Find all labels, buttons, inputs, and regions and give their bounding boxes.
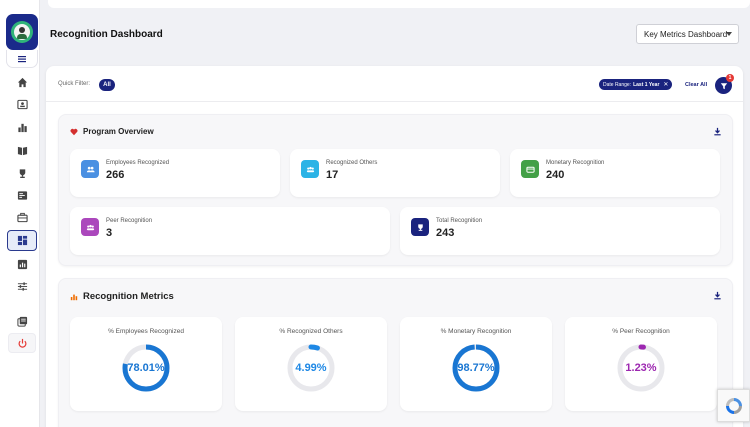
sidebar-item-reports[interactable] (8, 254, 36, 274)
top-bar (40, 0, 750, 64)
stat-label: Recognized Others (326, 160, 378, 166)
list-card-icon (17, 190, 27, 200)
date-range-value: Last 1 Year (633, 81, 660, 88)
close-icon[interactable]: ✕ (663, 82, 669, 88)
sidebar-item-programs[interactable] (8, 140, 36, 160)
download-icon[interactable] (713, 291, 722, 300)
clear-all-link[interactable]: Clear All (685, 82, 708, 88)
stat-label: Total Recognition (436, 218, 483, 224)
gauge-ring (452, 344, 500, 392)
filter-count-badge: 1 (726, 74, 734, 82)
book-icon (17, 146, 27, 155)
stat-card-monetary-recognition: Monetary Recognition 240 (510, 149, 720, 197)
trophy-icon (19, 168, 25, 178)
date-range-label: Date Range: (603, 81, 632, 88)
gauge-value: 98.77% (457, 362, 495, 374)
app-logo[interactable] (6, 14, 38, 50)
section-title: Recognition Metrics (83, 291, 174, 302)
sidebar-item-rewards[interactable] (8, 207, 36, 227)
stat-label: Peer Recognition (106, 218, 153, 224)
id-card-icon (16, 99, 28, 109)
power-icon (18, 338, 26, 348)
sidebar-item-catalog[interactable] (8, 185, 36, 205)
heart-icon (70, 128, 78, 135)
dashboard-icon (17, 235, 27, 246)
peers-icon (81, 218, 99, 236)
gauge-ring (122, 344, 170, 392)
sidebar (0, 0, 40, 427)
gauge-arc (287, 344, 335, 392)
stat-value: 17 (326, 169, 339, 181)
stat-value: 240 (546, 169, 565, 181)
gauge-card: % Recognized Others 4.99% (235, 317, 387, 411)
stat-value: 3 (106, 227, 113, 239)
dashboard-select-value: Key Metrics Dashboard (644, 29, 728, 39)
home-icon (17, 77, 27, 87)
sidebar-item-awards[interactable] (8, 163, 36, 183)
library-icon (16, 316, 27, 327)
gauge-value: 4.99% (295, 362, 327, 374)
chevron-down-icon (726, 32, 732, 36)
wallet-icon (521, 160, 539, 178)
sidebar-item-dashboard[interactable] (7, 230, 37, 251)
stat-value: 266 (106, 169, 125, 181)
gauge-arc (122, 344, 170, 392)
sidebar-item-profile[interactable] (8, 94, 36, 114)
logout-button[interactable] (8, 333, 36, 353)
dashboard-select[interactable]: Key Metrics Dashboard (636, 24, 739, 44)
bar-chart-icon (70, 294, 78, 300)
gauge-arc (452, 344, 500, 392)
sidebar-item-settings[interactable] (8, 276, 36, 296)
gauge-value: 78.01% (127, 362, 165, 374)
users-icon (81, 160, 99, 178)
section-title: Program Overview (83, 127, 154, 136)
stat-card-recognized-others: Recognized Others 17 (290, 149, 500, 197)
gauge-ring (287, 344, 335, 392)
stat-card-employees-recognized: Employees Recognized 266 (70, 149, 280, 197)
trophy-icon (411, 218, 429, 236)
gauge-card: % Employees Recognized 78.01% (70, 317, 222, 411)
quick-filter-all[interactable]: All (99, 79, 115, 91)
gauge-label: % Peer Recognition (612, 328, 670, 335)
stat-label: Employees Recognized (106, 160, 170, 166)
bar-chart-icon (17, 123, 27, 132)
sidebar-item-analytics[interactable] (8, 117, 36, 137)
stat-value: 243 (436, 227, 455, 239)
download-icon[interactable] (713, 127, 722, 136)
recognition-metrics-section: Recognition Metrics % Employees Recogniz… (58, 278, 733, 427)
stat-card-peer-recognition: Peer Recognition 3 (70, 207, 390, 255)
stat-card-total-recognition: Total Recognition 243 (400, 207, 720, 255)
hamburger-icon (18, 55, 26, 62)
quick-filter-label: Quick Filter: (58, 81, 91, 87)
sidebar-item-home[interactable] (8, 72, 36, 92)
recaptcha-icon (725, 397, 742, 414)
briefcase-icon (16, 212, 28, 222)
gauge-value: 1.23% (625, 362, 657, 374)
gauge-arc (617, 344, 665, 392)
stat-label: Monetary Recognition (546, 160, 605, 166)
gauge-card: % Monetary Recognition 98.77% (400, 317, 552, 411)
report-icon (17, 259, 27, 269)
sliders-icon (17, 281, 27, 291)
main-panel: Quick Filter: All Date Range: Last 1 Yea… (46, 66, 743, 427)
group-icon (301, 160, 319, 178)
recaptcha-badge[interactable] (717, 389, 750, 422)
gauge-label: % Employees Recognized (108, 328, 184, 335)
gauge-ring (617, 344, 665, 392)
filter-icon (720, 82, 727, 89)
gauge-card: % Peer Recognition 1.23% (565, 317, 717, 411)
sidebar-item-library[interactable] (8, 311, 36, 331)
filter-bar: Quick Filter: All Date Range: Last 1 Yea… (46, 66, 743, 102)
date-range-chip[interactable]: Date Range: Last 1 Year ✕ (599, 79, 673, 90)
gauge-label: % Recognized Others (279, 328, 343, 335)
menu-toggle-button[interactable] (6, 50, 38, 68)
page-title: Recognition Dashboard (50, 29, 163, 40)
program-overview-section: Program Overview Employees Recognized 26… (58, 114, 733, 266)
gauge-label: % Monetary Recognition (440, 328, 512, 335)
